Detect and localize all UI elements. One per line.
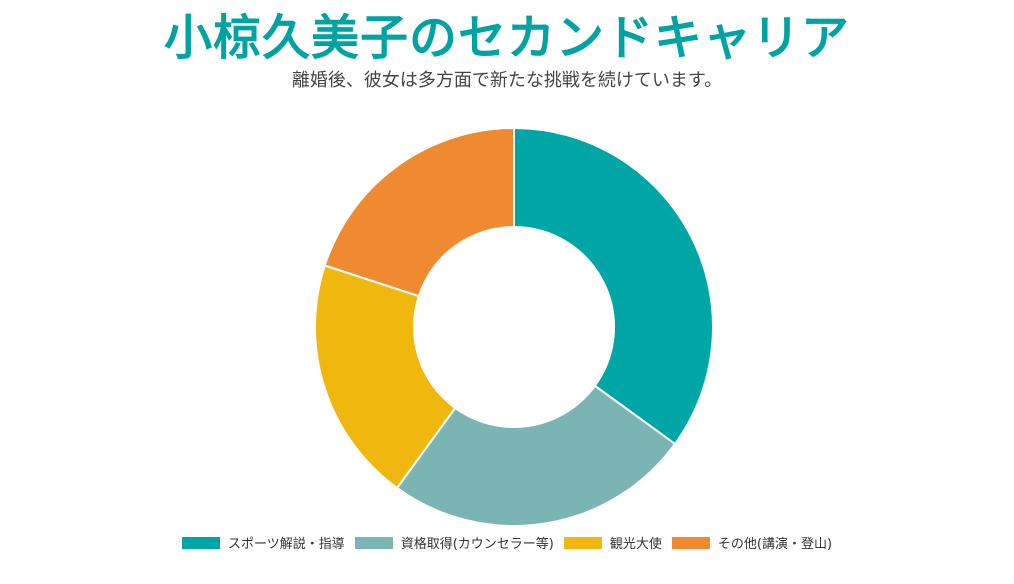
- legend-swatch: [354, 536, 393, 549]
- donut-slice-4[interactable]: [323, 126, 515, 298]
- legend-item[interactable]: 観光大使: [563, 533, 662, 552]
- legend-item[interactable]: 資格取得(カウンセラー等): [354, 533, 554, 552]
- legend-item[interactable]: スポーツ解説・指導: [181, 533, 345, 552]
- legend-item[interactable]: その他(講演・登山): [671, 533, 833, 552]
- donut-slice-1[interactable]: [513, 126, 714, 446]
- legend-label: 資格取得(カウンセラー等): [400, 537, 554, 552]
- chart-legend: スポーツ解説・指導 資格取得(カウンセラー等) 観光大使 その他(講演・登山): [0, 533, 1014, 552]
- legend-swatch: [563, 536, 602, 549]
- legend-swatch: [671, 536, 710, 549]
- donut-slice-2[interactable]: [395, 384, 677, 527]
- donut-slice-3[interactable]: [314, 264, 457, 490]
- legend-label: スポーツ解説・指導: [227, 537, 345, 552]
- legend-swatch: [181, 536, 220, 549]
- donut-slices: [314, 126, 714, 527]
- chart-subtitle: 離婚後、彼女は多方面で新たな挑戦を続けています。: [291, 70, 723, 91]
- legend-label: その他(講演・登山): [717, 537, 833, 552]
- chart-title: 小椋久美子のセカンドキャリア: [163, 10, 850, 66]
- legend-label: 観光大使: [609, 537, 662, 552]
